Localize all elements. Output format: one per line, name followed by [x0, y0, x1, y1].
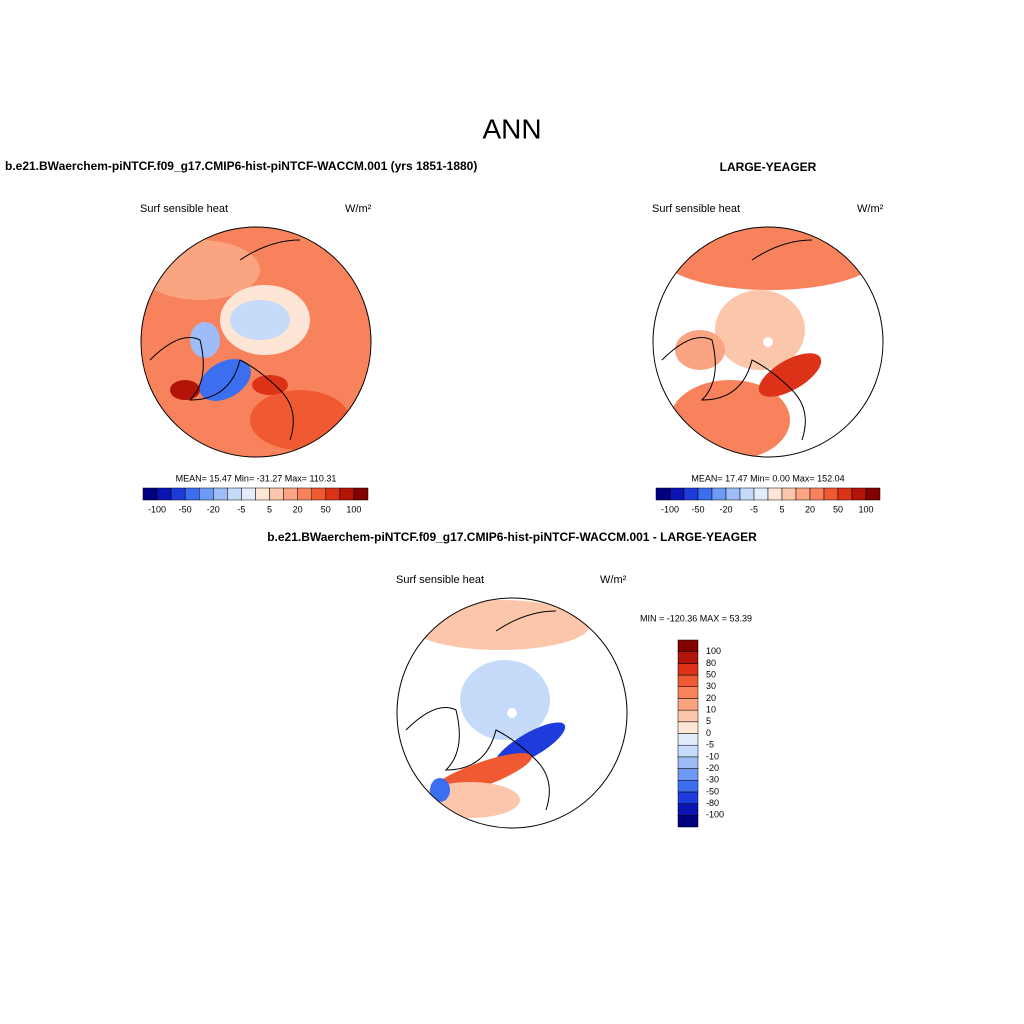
units-label: W/m²	[345, 203, 372, 215]
colorbar-swatch	[669, 487, 685, 501]
colorbar-label: 100	[346, 504, 361, 514]
colorbar-swatch	[677, 686, 699, 699]
colorbar-swatch	[184, 487, 200, 501]
map-border	[396, 597, 628, 829]
colorbar-swatch	[767, 487, 783, 501]
colorbar-swatch	[677, 733, 699, 746]
map-stats: MIN = -120.36 MAX = 53.39	[640, 613, 752, 623]
colorbar-label: 20	[293, 504, 303, 514]
colorbar-label: 20	[706, 693, 716, 703]
colorbar-swatch	[227, 487, 242, 501]
colorbar-label: -20	[719, 504, 732, 514]
colorbar-swatch	[683, 487, 699, 501]
colorbar-swatch	[837, 487, 853, 501]
colorbar-label: -80	[706, 798, 719, 808]
variable-label: Surf sensible heat	[140, 203, 228, 215]
colorbar-swatch	[655, 487, 671, 501]
colorbar-swatch	[325, 487, 341, 501]
colorbar-label: -5	[706, 740, 714, 750]
panel-header: LARGE-YEAGER	[720, 160, 817, 174]
colorbar-swatch	[677, 803, 699, 816]
colorbar-swatch	[255, 487, 270, 501]
colorbar-swatch	[283, 487, 298, 501]
colorbar-label: 50	[321, 504, 331, 514]
colorbar-swatch	[697, 487, 713, 501]
colorbar-label: 100	[858, 504, 873, 514]
colorbar-label: 50	[706, 669, 716, 679]
colorbar-label: 5	[267, 504, 272, 514]
units-label: W/m²	[857, 203, 884, 215]
colorbar-label: -5	[750, 504, 758, 514]
colorbar-swatch	[677, 744, 699, 758]
colorbar-label: -50	[179, 504, 192, 514]
map-border	[140, 226, 372, 458]
colorbar-swatch	[156, 487, 172, 501]
colorbar-swatch	[711, 487, 727, 501]
variable-label: Surf sensible heat	[652, 203, 740, 215]
colorbar-swatch	[213, 487, 228, 501]
colorbar-label: 100	[706, 646, 721, 656]
colorbar-swatch	[241, 487, 256, 501]
colorbar-swatch	[677, 815, 699, 828]
colorbar-label: -20	[706, 763, 719, 773]
units-label: W/m²	[600, 574, 627, 586]
colorbar-label: -100	[706, 810, 724, 820]
colorbar-label: 20	[805, 504, 815, 514]
colorbar-swatch	[311, 487, 327, 501]
colorbar-swatch	[339, 487, 355, 501]
colorbar-swatch	[781, 487, 797, 501]
colorbar-label: 5	[779, 504, 784, 514]
panel-header: b.e21.BWaerchem-piNTCF.f09_g17.CMIP6-his…	[267, 530, 757, 544]
colorbar-swatch	[795, 487, 811, 501]
colorbar-swatch	[823, 487, 839, 501]
colorbar-label: -5	[237, 504, 245, 514]
colorbar-swatch	[677, 780, 699, 793]
colorbar-swatch	[725, 487, 741, 501]
colorbar-swatch	[677, 674, 699, 687]
colorbar-label: -100	[661, 504, 679, 514]
colorbar-swatch	[677, 651, 699, 664]
colorbar-swatch	[199, 487, 214, 501]
colorbar-swatch	[269, 487, 284, 501]
colorbar-label: -50	[691, 504, 704, 514]
colorbar-swatch	[297, 487, 312, 501]
variable-label: Surf sensible heat	[396, 574, 484, 586]
colorbar-swatch	[170, 487, 186, 501]
panel-header: b.e21.BWaerchem-piNTCF.f09_g17.CMIP6-his…	[5, 159, 477, 173]
colorbar-swatch	[677, 768, 699, 781]
colorbar-label: 30	[706, 681, 716, 691]
colorbar-swatch	[142, 487, 158, 501]
colorbar-swatch	[677, 698, 699, 711]
map-stats: MEAN= 17.47 Min= 0.00 Max= 152.04	[691, 473, 844, 483]
colorbar-label: -10	[706, 751, 719, 761]
colorbar-swatch	[677, 639, 699, 652]
colorbar-label: 10	[706, 705, 716, 715]
colorbar-label: 50	[833, 504, 843, 514]
colorbar-swatch	[677, 721, 699, 734]
colorbar-swatch	[851, 487, 867, 501]
colorbar-swatch	[677, 756, 699, 769]
colorbar-label: -100	[148, 504, 166, 514]
colorbar-swatch	[353, 487, 369, 501]
colorbar-swatch	[809, 487, 825, 501]
colorbar-label: -20	[207, 504, 220, 514]
colorbar-label: -50	[706, 786, 719, 796]
colorbar-swatch	[677, 663, 699, 676]
colorbar-label: 0	[706, 728, 711, 738]
colorbar-label: -30	[706, 775, 719, 785]
colorbar-swatch	[677, 791, 699, 804]
colorbar-label: 80	[706, 658, 716, 668]
colorbar-swatch	[753, 487, 769, 501]
map-stats: MEAN= 15.47 Min= -31.27 Max= 110.31	[176, 473, 337, 483]
map	[141, 227, 371, 457]
colorbar-label: 5	[706, 716, 711, 726]
figure-title: ANN	[482, 113, 541, 144]
colorbars: -100 -50 -20 -5 5 20 50 100 -100 -50 -20 -5 5 20 50 100…	[142, 487, 881, 828]
colorbar-swatch	[865, 487, 881, 501]
colorbar-swatch	[739, 487, 755, 501]
map-border	[652, 226, 884, 458]
colorbar-swatch	[677, 709, 699, 723]
